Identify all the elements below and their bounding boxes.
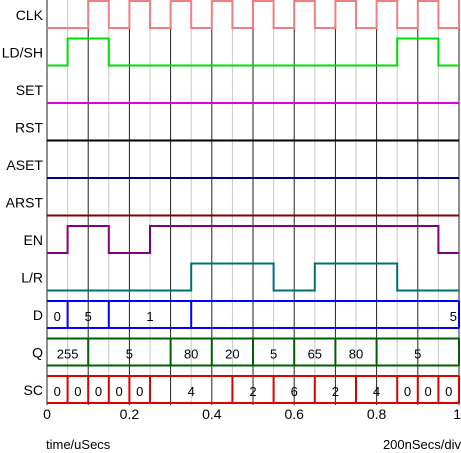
time-tick-label: 0.2 [120, 406, 140, 422]
time-axis: 0 0.2 0.4 0.6 0.8 1 [43, 406, 461, 422]
bus-value-q: 5 [414, 347, 421, 362]
trace-l-r [47, 262, 459, 292]
trace-ld-sh [47, 37, 459, 67]
signal-label-ld-sh: LD/SH [2, 45, 43, 61]
trace-clk [47, 0, 460, 29]
bus-value-sc: 2 [332, 384, 339, 399]
time-tick-label: 0 [43, 406, 51, 422]
signal-label-arst: ARST [6, 195, 44, 211]
time-tick-label: 0.6 [284, 406, 304, 422]
time-axis-unit-label: time/uSecs [46, 437, 111, 452]
bus-value-sc: 0 [95, 384, 102, 399]
time-tick-label: 0.8 [367, 406, 387, 422]
bus-value-sc: 0 [115, 384, 122, 399]
bus-value-d: 1 [146, 309, 153, 324]
signal-label-set: SET [16, 82, 44, 98]
bus-value-sc: 0 [136, 384, 143, 399]
signal-label-l-r: L/R [21, 270, 43, 286]
signal-label-clk: CLK [16, 7, 44, 23]
signal-label-d: D [33, 307, 43, 323]
signal-label-rst: RST [15, 120, 43, 136]
bus-value-q: 255 [57, 347, 79, 362]
bus-value-d: 5 [85, 309, 92, 324]
bus-value-sc: 4 [188, 384, 195, 399]
bus-value-sc: 0 [54, 384, 61, 399]
time-tick-label: 0.4 [202, 406, 222, 422]
bus-value-sc: 0 [74, 384, 81, 399]
time-per-division-label: 200nSecs/div [382, 437, 461, 452]
bus-value-q: 5 [126, 347, 133, 362]
bus-value-sc: 6 [291, 384, 298, 399]
signal-labels: CLK LD/SH SET RST ASET ARST EN L/R D Q SC [2, 7, 44, 398]
signal-label-aset: ASET [6, 157, 43, 173]
bus-value-sc: 0 [445, 384, 452, 399]
time-tick-label: 1 [453, 406, 461, 422]
bus-value-sc: 4 [373, 384, 380, 399]
bus-value-q: 80 [349, 347, 363, 362]
bus-value-d: 5 [450, 309, 457, 324]
bus-value-q: 80 [184, 347, 198, 362]
bus-value-q: 65 [308, 347, 322, 362]
signal-label-q: Q [32, 345, 43, 361]
signal-label-en: EN [24, 232, 43, 248]
bus-value-q: 20 [225, 347, 239, 362]
trace-en [47, 225, 459, 254]
bus-value-sc: 0 [404, 384, 411, 399]
bus-value-sc: 2 [249, 384, 256, 399]
bus-value-q: 5 [270, 347, 277, 362]
bus-value-sc: 0 [424, 384, 431, 399]
bus-value-d: 0 [54, 309, 61, 324]
signal-label-sc: SC [24, 382, 43, 398]
